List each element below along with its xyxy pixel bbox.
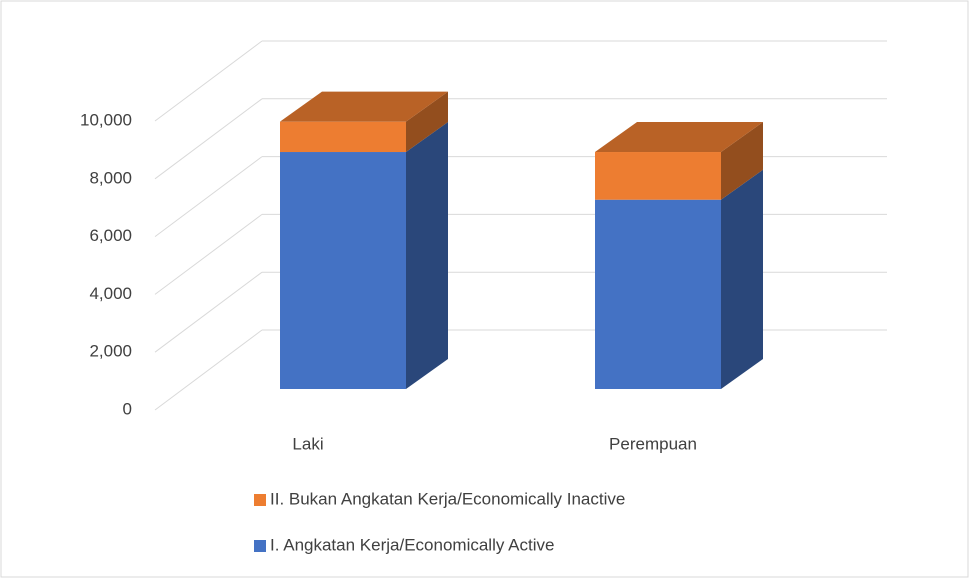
bar-side <box>721 122 763 200</box>
grid-line-side <box>154 98 263 180</box>
y-tick-label: 8,000 <box>89 168 132 187</box>
bar <box>595 152 721 200</box>
y-tick-label: 6,000 <box>89 226 132 245</box>
grid-line-side <box>154 329 263 411</box>
bar-top <box>595 122 763 153</box>
legend-swatch <box>254 494 266 506</box>
x-tick-label: Perempuan <box>609 434 697 453</box>
grid-line-side <box>154 40 263 122</box>
grid-line-side <box>154 156 263 238</box>
y-tick-label: 0 <box>123 399 132 418</box>
y-tick-label: 10,000 <box>80 110 132 129</box>
x-tick-label: Laki <box>292 434 323 453</box>
legend-swatch <box>254 540 266 552</box>
bar-side <box>406 122 448 390</box>
bar <box>280 152 406 389</box>
legend-label: I. Angkatan Kerja/Economically Active <box>270 535 554 554</box>
bar-top <box>280 91 448 122</box>
bar <box>280 121 406 153</box>
bar-side <box>721 169 763 389</box>
legend-label: II. Bukan Angkatan Kerja/Economically In… <box>270 489 625 508</box>
bar-side <box>406 91 448 153</box>
grid-line-side <box>154 213 263 295</box>
bar <box>595 199 721 389</box>
grid-line-side <box>154 271 263 353</box>
y-tick-label: 4,000 <box>89 284 132 303</box>
y-tick-label: 2,000 <box>89 342 132 361</box>
